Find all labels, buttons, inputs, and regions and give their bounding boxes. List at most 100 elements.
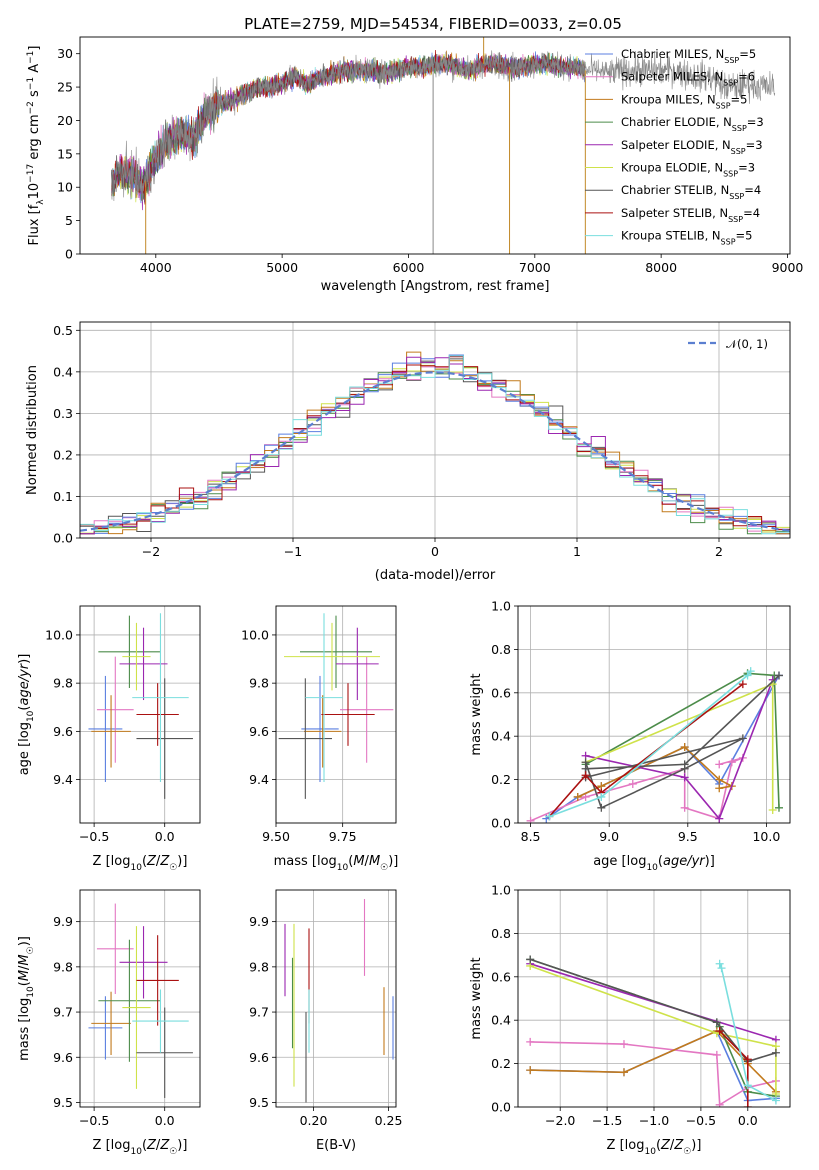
errorbar-kroupa-elodie xyxy=(122,926,151,1089)
mass-weight-vs-age-plot-area xyxy=(526,667,783,823)
y-tick-label: 9.4 xyxy=(53,772,73,787)
weight-marker xyxy=(573,792,582,801)
mass-vs-Z-xlabel: Z [log10(Z/Z☉)] xyxy=(93,1138,188,1157)
legend-entry-nssp: =3 xyxy=(747,115,764,129)
legend-entry-name: Chabrier ELODIE, N xyxy=(621,115,732,129)
y-tick-label: 9.6 xyxy=(53,724,73,739)
age-vs-Z-xlabel: Z [log10(Z/Z☉)] xyxy=(93,854,188,873)
residual-hist-ylabel: Normed distribution xyxy=(25,365,40,495)
mass-vs-Z-axes: −0.5 0.0 9.5 9.6 9.7 9.8 9.9 Z [log10(Z/Z☉)] mas… xyxy=(17,889,201,1157)
legend-entry-name: Kroupa STELIB, N xyxy=(621,229,721,243)
y-tick-label: 5 xyxy=(65,213,73,228)
legend-subscript: SSP xyxy=(723,78,738,87)
y-tick-label: 10.0 xyxy=(45,627,73,642)
weight-marker xyxy=(738,680,747,689)
spectrum-axes: 4000 5000 6000 7000 8000 9000 0 5 10 15 20 25 30 wave… xyxy=(26,36,804,294)
y-tick-label: 9.4 xyxy=(249,772,269,787)
weight-marker xyxy=(712,1050,721,1059)
weight-line xyxy=(718,963,777,1102)
weight-series-salpeter-stelib xyxy=(715,1027,752,1107)
errorbar-chabrier-miles xyxy=(301,675,339,783)
mass-vs-ebv-plot-area xyxy=(284,899,394,1103)
x-tick-label: −2.0 xyxy=(545,1113,575,1128)
x-tick-label: 8000 xyxy=(645,260,677,275)
weight-marker xyxy=(746,667,755,676)
mass-vs-ebv-axes: 0.20 0.25 9.5 9.6 9.7 9.8 9.9 E(B-V) xyxy=(249,889,402,1153)
weight-line xyxy=(529,965,777,1094)
x-tick-label: 6000 xyxy=(393,260,425,275)
legend-entry-name: Kroupa MILES, N xyxy=(621,92,716,106)
x-tick-label: 0 xyxy=(431,544,439,559)
weight-marker xyxy=(715,1100,724,1107)
errorbar-salpeter-stelib xyxy=(321,683,375,746)
legend-entry-nssp: =5 xyxy=(736,229,753,243)
age-vs-Z-axes: −0.5 0.0 9.4 9.6 9.8 10.0 Z [log10(Z/Z☉)] age [… xyxy=(17,605,201,873)
weight-line xyxy=(584,674,780,809)
y-tick-label: 0.8 xyxy=(491,926,511,941)
weight-marker xyxy=(743,671,752,680)
errorbar-kroupa-stelib xyxy=(132,613,189,783)
age-vs-mass-xlabel: mass [log10(M/M☉)] xyxy=(274,854,399,873)
residual-hist-plot-area xyxy=(80,351,790,535)
spectrum-frame xyxy=(79,36,791,255)
x-tick-label: −0.5 xyxy=(79,829,109,844)
normal-reference-curve xyxy=(80,371,790,532)
age-vs-Z-ylabel: age [log10(age/yr)] xyxy=(17,654,36,776)
y-tick-label: 0.0 xyxy=(491,1100,511,1115)
errorbar-chabrier-elodie xyxy=(300,615,372,688)
legend-entry-chabrier-elodie: Chabrier ELODIE, NSSP=3 xyxy=(621,115,764,133)
errorbar-chabrier-elodie xyxy=(98,939,161,1062)
plots-layer: 4000 5000 6000 7000 8000 9000051015202530wave… xyxy=(17,36,804,1157)
x-tick-label: −1 xyxy=(284,544,302,559)
weight-marker xyxy=(774,671,783,680)
errorbar-salpeter-miles xyxy=(96,656,134,763)
weight-marker xyxy=(526,816,535,823)
y-tick-label: 0.1 xyxy=(53,489,73,504)
weight-marker xyxy=(715,1027,724,1036)
x-tick-label: 7000 xyxy=(519,260,551,275)
weight-marker xyxy=(743,1055,752,1064)
weight-marker xyxy=(768,805,777,814)
hist-legend-label: 𝒩(0, 1) xyxy=(726,337,768,351)
y-tick-label: 0.0 xyxy=(53,531,73,546)
mass-vs-ebv-frame xyxy=(275,889,397,1108)
weight-marker xyxy=(727,758,736,767)
mass-vs-Z-ylabel: mass [log10(M/M☉)] xyxy=(17,936,36,1061)
y-tick-label: 0.4 xyxy=(491,729,511,744)
y-tick-label: 1.0 xyxy=(491,883,511,898)
y-tick-label: 9.5 xyxy=(249,1095,269,1110)
legend-subscript: SSP xyxy=(732,124,747,133)
weight-marker xyxy=(597,792,606,801)
residual-hist-xlabel: (data-model)/error xyxy=(375,568,496,583)
legend-entry-name: Salpeter STELIB, N xyxy=(621,206,728,220)
age-vs-mass-plot-area xyxy=(278,613,394,799)
weight-marker xyxy=(715,814,724,823)
legend-entry-salpeter-elodie: Salpeter ELODIE, NSSP=3 xyxy=(621,138,763,156)
weight-marker xyxy=(717,964,726,973)
x-tick-label: 9.5 xyxy=(678,829,698,844)
y-tick-label: 0.5 xyxy=(53,323,73,338)
mass-weight-vs-age-axes: 8.5 9.0 9.5 10.0 0.0 0.2 0.4 0.6 0.8 1.0 age [log1… xyxy=(469,599,791,873)
legend-subscript: SSP xyxy=(721,237,736,246)
y-tick-label: 0.8 xyxy=(491,642,511,657)
errorbar-kroupa-elodie xyxy=(284,622,380,691)
errorbar-kroupa-elodie xyxy=(122,622,151,691)
x-tick-label: 9000 xyxy=(772,260,804,275)
legend-entry-nssp: =5 xyxy=(731,92,748,106)
mass-weight-vs-age-ylabel: mass weight xyxy=(469,673,484,755)
mass-weight-vs-age-frame xyxy=(517,605,791,824)
errorbar-kroupa-miles xyxy=(304,695,342,768)
y-tick-label: 0.2 xyxy=(491,772,511,787)
spectrum-plot-area xyxy=(111,37,776,254)
weight-marker xyxy=(738,734,747,743)
weight-marker xyxy=(715,784,724,793)
y-tick-label: 0.4 xyxy=(491,1013,511,1028)
figure-title: PLATE=2759, MJD=54534, FIBERID=0033, z=0… xyxy=(244,15,622,33)
weight-marker xyxy=(715,775,724,784)
weight-line xyxy=(529,958,777,1063)
weight-marker xyxy=(581,792,590,801)
legend-entry-nssp: =4 xyxy=(743,206,760,220)
x-tick-label: 9.75 xyxy=(329,829,357,844)
y-tick-label: 30 xyxy=(57,46,73,61)
y-tick-label: 9.6 xyxy=(53,1050,73,1065)
